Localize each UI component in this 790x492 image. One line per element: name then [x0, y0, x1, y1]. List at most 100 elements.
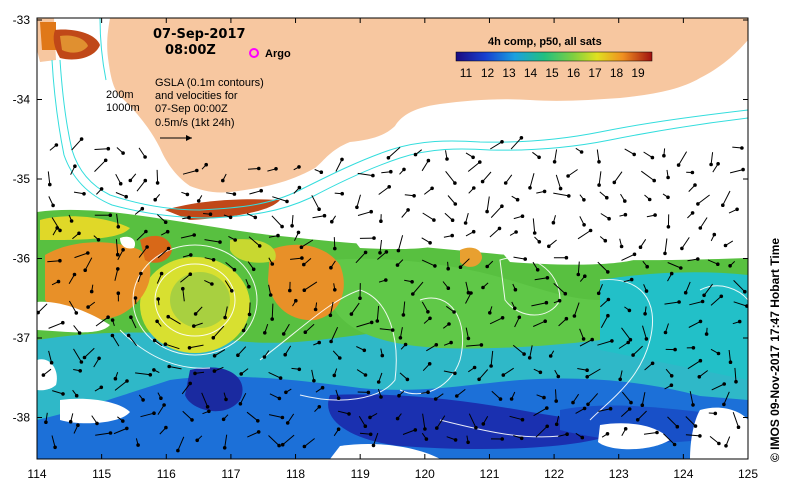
velocity-arrow-head	[532, 231, 537, 235]
velocity-arrow-head	[513, 287, 518, 292]
velocity-arrow	[181, 383, 191, 395]
velocity-arrow-head	[644, 289, 649, 293]
velocity-arrow-head	[270, 317, 275, 321]
velocity-arrow-head	[500, 316, 505, 320]
velocity-arrow-head	[297, 165, 301, 169]
velocity-arrow-head	[582, 406, 587, 411]
velocity-arrow-head	[378, 251, 382, 255]
velocity-arrow-head	[86, 305, 90, 309]
velocity-arrow-head	[152, 368, 156, 372]
bathymetry-contours	[51, 18, 748, 219]
velocity-arrow	[529, 173, 535, 188]
velocity-arrow	[489, 228, 500, 238]
velocity-arrow-head	[433, 264, 437, 268]
velocity-arrow-head	[737, 319, 742, 324]
velocity-arrow	[268, 435, 280, 446]
velocity-arrow	[664, 238, 668, 254]
velocity-arrow	[156, 273, 163, 284]
velocity-arrow	[140, 412, 155, 418]
velocity-arrow-head	[548, 354, 553, 358]
velocity-arrow	[722, 190, 731, 206]
velocity-arrow-head	[379, 395, 383, 399]
velocity-arrow-head	[369, 320, 374, 325]
velocity-arrow-head	[106, 146, 111, 151]
velocity-arrow	[388, 146, 401, 159]
velocity-arrow-head	[61, 320, 65, 325]
velocity-arrow	[587, 393, 599, 405]
velocity-arrow-head	[188, 272, 193, 277]
velocity-arrow-head	[605, 195, 609, 200]
velocity-arrow	[330, 326, 339, 342]
velocity-arrow	[534, 277, 548, 281]
velocity-arrow-head	[238, 402, 243, 406]
velocity-arrow	[723, 391, 730, 405]
velocity-arrow-head	[347, 412, 351, 416]
velocity-arrow-head	[211, 336, 216, 340]
velocity-arrow-head	[48, 182, 52, 187]
velocity-arrow	[247, 431, 259, 438]
velocity-arrow-head	[514, 230, 518, 234]
velocity-arrow	[377, 251, 387, 260]
velocity-arrow	[422, 413, 426, 430]
velocity-arrow-head	[690, 211, 695, 215]
velocity-arrow	[204, 239, 221, 243]
velocity-arrow	[600, 315, 609, 329]
velocity-arrow	[490, 350, 494, 367]
legend-colorbar	[455, 51, 653, 62]
velocity-arrow-head	[513, 306, 517, 311]
velocity-arrow-head	[672, 442, 677, 447]
velocity-arrow-head	[551, 220, 556, 225]
velocity-arrow-head	[401, 313, 406, 317]
velocity-arrow-head	[108, 431, 113, 435]
velocity-arrow	[555, 174, 562, 189]
velocity-arrow-head	[277, 396, 282, 401]
velocity-arrow-head	[362, 348, 367, 353]
velocity-arrow	[138, 147, 146, 158]
velocity-arrow-head	[329, 339, 333, 344]
velocity-arrow-head	[586, 402, 590, 407]
velocity-arrow-head	[696, 202, 700, 206]
velocity-arrow-head	[41, 373, 46, 377]
velocity-arrow	[402, 301, 406, 315]
velocity-arrow-head	[140, 206, 145, 211]
velocity-arrow-head	[607, 216, 611, 221]
x-tick-label: 117	[221, 467, 240, 481]
velocity-arrow	[509, 415, 523, 421]
argo-label: Argo	[265, 48, 291, 60]
legend-title: 4h comp, p50, all sats	[488, 36, 602, 48]
velocity-arrow	[729, 169, 744, 174]
velocity-arrow-head	[635, 418, 640, 422]
velocity-arrow	[111, 335, 120, 347]
velocity-arrow-head	[545, 406, 549, 410]
velocity-arrow	[641, 392, 646, 406]
velocity-arrow-head	[312, 378, 316, 383]
velocity-arrow-head	[478, 160, 482, 164]
velocity-arrow-head	[188, 381, 192, 386]
velocity-arrow	[533, 407, 548, 417]
velocity-arrow-head	[485, 264, 490, 269]
x-tick-label: 118	[286, 467, 305, 481]
velocity-arrow-head	[542, 189, 547, 194]
velocity-arrow	[224, 306, 228, 318]
velocity-arrow	[421, 301, 429, 313]
velocity-arrow-head	[205, 405, 210, 409]
velocity-arrow-head	[128, 178, 133, 183]
velocity-arrow	[598, 408, 611, 412]
velocity-arrow-head	[428, 241, 432, 245]
velocity-arrow-head	[251, 267, 256, 272]
velocity-arrow-head	[156, 297, 160, 301]
velocity-arrow-head	[650, 155, 655, 160]
velocity-arrow-head	[99, 385, 104, 390]
velocity-arrow	[489, 317, 503, 325]
velocity-arrow	[503, 367, 514, 376]
velocity-arrow	[71, 138, 82, 151]
velocity-arrow	[157, 404, 165, 415]
velocity-arrow	[180, 273, 191, 283]
argo-marker: Argo	[249, 48, 291, 60]
legend: 4h comp, p50, all sats 11 12 13 14 15 16 17 18 1…	[455, 36, 653, 80]
velocity-arrow-head	[144, 229, 148, 234]
velocity-arrow	[356, 194, 361, 208]
velocity-arrow-head	[433, 397, 438, 401]
velocity-arrow	[214, 349, 226, 357]
velocity-arrow	[37, 303, 48, 313]
